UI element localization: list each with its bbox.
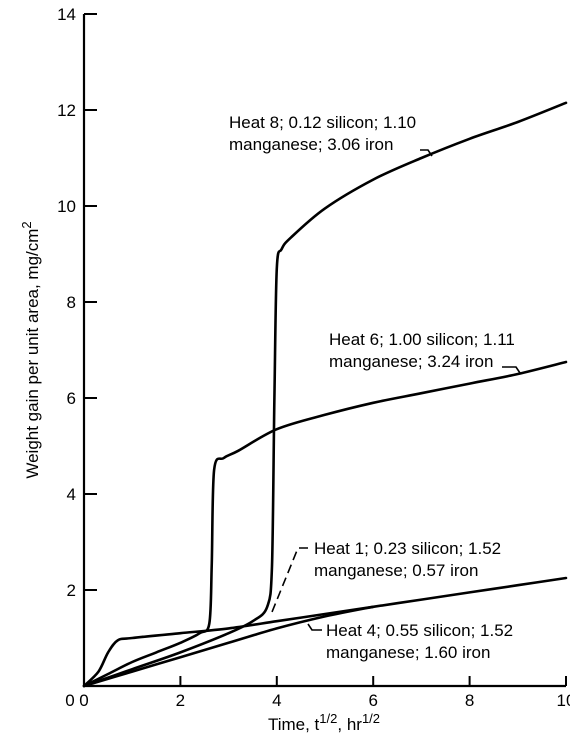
y-tick-label: 0: [65, 691, 74, 710]
heat-8-curve: [82, 101, 568, 688]
x-tick-label: 6: [368, 691, 377, 710]
heat-8-label-line-1: Heat 8; 0.12 silicon; 1.10: [229, 113, 416, 132]
x-tick-label: 0: [79, 691, 88, 710]
y-tick-label: 14: [57, 5, 76, 24]
x-tick-label: 10: [557, 691, 570, 710]
ticks: 0 2 4 6 8 10 2 4 6 8 10 12 14 0: [57, 5, 570, 710]
axes: [82, 14, 566, 688]
heat-1-curve: [82, 576, 568, 688]
heat-4-label-line-1: Heat 4; 0.55 silicon; 1.52: [326, 621, 513, 640]
x-tick-label: 8: [465, 691, 474, 710]
heat-4-curve: [82, 605, 375, 688]
series-labels: Heat 8; 0.12 silicon; 1.10 manganese; 3.0…: [229, 113, 515, 662]
heat-6-label-line-2: manganese; 3.24 iron: [329, 352, 493, 371]
heat-8-label-line-2: manganese; 3.06 iron: [229, 135, 393, 154]
heat-4-leader: [307, 623, 322, 631]
leader-lines: [271, 149, 521, 631]
y-tick-label: 6: [67, 389, 76, 408]
heat-1-leader: [271, 547, 308, 613]
x-tick-label: 2: [176, 691, 185, 710]
x-axis-label: Time, t1/2, hr1/2: [268, 711, 380, 734]
y-tick-label: 12: [57, 101, 76, 120]
heat-4-label-line-2: manganese; 1.60 iron: [326, 643, 490, 662]
heat-6-curve: [82, 360, 568, 688]
y-tick-label: 10: [57, 197, 76, 216]
heat-1-label-line-1: Heat 1; 0.23 silicon; 1.52: [314, 539, 501, 558]
y-axis-label: Weight gain per unit area, mg/cm2: [19, 221, 42, 478]
heat-8-leader: [420, 149, 433, 157]
heat-1-label-line-2: manganese; 0.57 iron: [314, 561, 478, 580]
y-tick-label: 2: [67, 581, 76, 600]
heat-6-leader: [502, 366, 521, 374]
x-tick-label: 4: [272, 691, 281, 710]
y-tick-label: 8: [67, 293, 76, 312]
heat-6-label-line-1: Heat 6; 1.00 silicon; 1.11: [329, 330, 515, 349]
curves: [82, 101, 568, 688]
y-tick-label: 4: [67, 485, 76, 504]
